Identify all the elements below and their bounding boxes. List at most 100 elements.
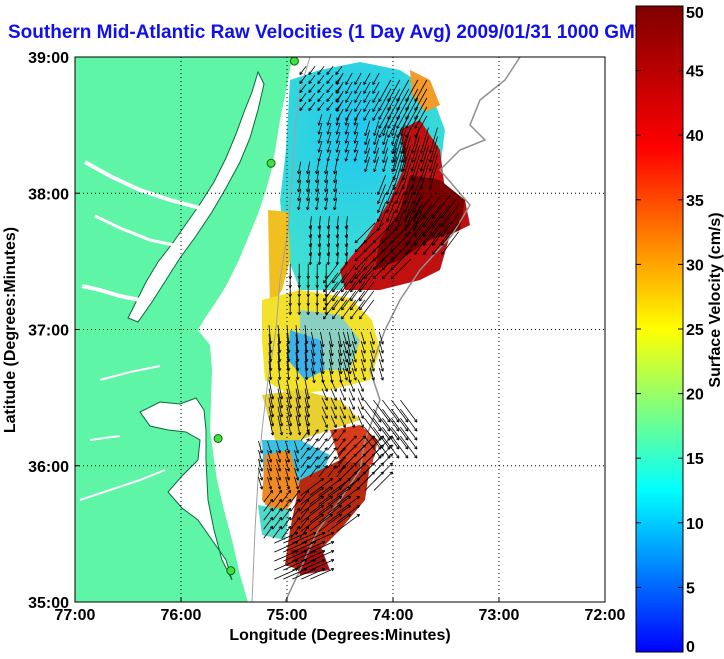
velocity-vector: [318, 252, 321, 265]
velocity-vector-head: [356, 504, 360, 509]
velocity-vector-head: [414, 437, 418, 441]
velocity-vector: [400, 129, 407, 145]
velocity-vector: [391, 435, 409, 459]
pamlico-sound: [139, 397, 233, 581]
velocity-vector: [382, 156, 389, 172]
velocity-vector: [395, 193, 404, 213]
velocity-vector: [387, 106, 401, 129]
velocity-vector: [327, 252, 330, 265]
velocity-vector: [348, 379, 355, 392]
velocity-vector: [318, 122, 323, 135]
velocity-vector-head: [308, 80, 312, 85]
velocity-vector: [295, 415, 301, 436]
velocity-vector: [354, 222, 376, 244]
velocity-vector-head: [380, 359, 384, 363]
velocity-vector: [373, 435, 393, 455]
rappahannock-river: [94, 214, 179, 248]
velocity-vector-head: [414, 215, 418, 219]
velocity-vector: [378, 115, 392, 138]
plot-frame: [74, 56, 606, 603]
velocity-vector: [373, 138, 380, 154]
velocity-vector-head: [360, 406, 364, 410]
velocity-vector-head: [405, 125, 409, 129]
velocity-vector: [281, 526, 292, 539]
velocity-vector-head: [286, 486, 291, 490]
velocity-vector-head: [351, 415, 355, 419]
velocity-vector-head: [360, 415, 364, 419]
velocity-vector: [318, 438, 328, 451]
velocity-vector-head: [423, 242, 427, 246]
velocity-vector-head: [356, 513, 360, 518]
velocity-vector-head: [345, 108, 349, 112]
velocity-vector-head: [332, 306, 336, 311]
velocity-vector: [350, 272, 366, 293]
velocity-vector-head: [333, 179, 337, 184]
velocity-vector: [354, 113, 359, 126]
velocity-vector-head: [317, 158, 321, 162]
velocity-vector-head: [428, 186, 433, 190]
velocity-vector-head: [321, 549, 326, 554]
velocity-vector-head: [350, 279, 354, 284]
velocity-vector: [420, 163, 429, 190]
velocity-vector: [263, 490, 274, 503]
velocity-vector-head: [317, 261, 322, 266]
velocity-vector-head: [378, 428, 382, 432]
velocity-vector: [304, 352, 308, 371]
velocity-vector: [285, 449, 290, 463]
velocity-vector: [295, 406, 301, 427]
velocity-vector-head: [373, 132, 377, 137]
velocity-vector: [364, 417, 382, 441]
velocity-vector-head: [312, 352, 316, 357]
velocity-vector-head: [259, 459, 264, 463]
velocity-vector-head: [279, 396, 284, 400]
velocity-vector: [304, 325, 308, 344]
velocity-vector-head: [288, 432, 293, 436]
velocity-vector-head: [396, 98, 400, 102]
velocity-vector: [339, 415, 346, 428]
velocity-vector-head: [312, 361, 316, 366]
velocity-vector-head: [390, 257, 395, 262]
velocity-vector: [336, 90, 344, 103]
velocity-vector-head: [259, 468, 264, 472]
velocity-vector-head: [306, 405, 311, 409]
velocity-vector: [306, 197, 311, 211]
velocity-vector-head: [295, 459, 300, 463]
velocity-vector: [342, 358, 348, 372]
y-tick-label: 35:00: [28, 595, 69, 612]
station-layer: [213, 56, 299, 576]
velocity-vector: [411, 145, 420, 172]
velocity-vector: [309, 234, 312, 247]
x-axis-label: Longitude (Degrees:Minutes): [229, 627, 450, 644]
velocity-vector: [324, 161, 329, 175]
velocity-vector: [268, 334, 272, 353]
velocity-vector: [338, 340, 342, 357]
velocity-vector: [387, 115, 401, 138]
velocity-vector-head: [297, 197, 301, 202]
velocity-vector: [309, 514, 333, 532]
velocity-vector-head: [413, 218, 417, 223]
velocity-vector-head: [326, 122, 330, 126]
velocity-vector: [309, 487, 333, 505]
velocity-vector: [306, 188, 311, 202]
velocity-vector-head: [404, 209, 408, 214]
velocity-vector: [345, 243, 348, 256]
lat-lon-grid: [74, 56, 606, 603]
velocity-vector-head: [338, 477, 342, 482]
velocity-vector: [309, 429, 319, 442]
velocity-vector-head: [364, 132, 368, 137]
velocity-vector-head: [336, 90, 340, 94]
velocity-vector: [405, 115, 419, 138]
velocity-vector: [405, 213, 424, 237]
colorbar-tick-label: 5: [686, 580, 695, 597]
velocity-vector: [414, 106, 428, 129]
velocity-vector: [304, 379, 310, 400]
velocity-vector-head: [299, 98, 303, 103]
velocity-vector-head: [390, 275, 395, 280]
velocity-vector: [290, 508, 301, 521]
velocity-vector-head: [344, 158, 348, 162]
velocity-vector: [277, 415, 283, 436]
velocity-vector-head: [410, 168, 415, 172]
velocity-vector: [317, 93, 325, 102]
velocity-vector: [347, 367, 351, 384]
velocity-vector: [372, 90, 380, 103]
